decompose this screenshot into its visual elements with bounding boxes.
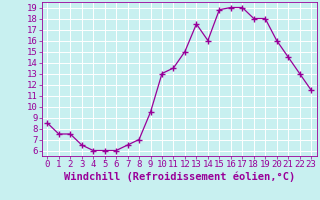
X-axis label: Windchill (Refroidissement éolien,°C): Windchill (Refroidissement éolien,°C) — [64, 172, 295, 182]
